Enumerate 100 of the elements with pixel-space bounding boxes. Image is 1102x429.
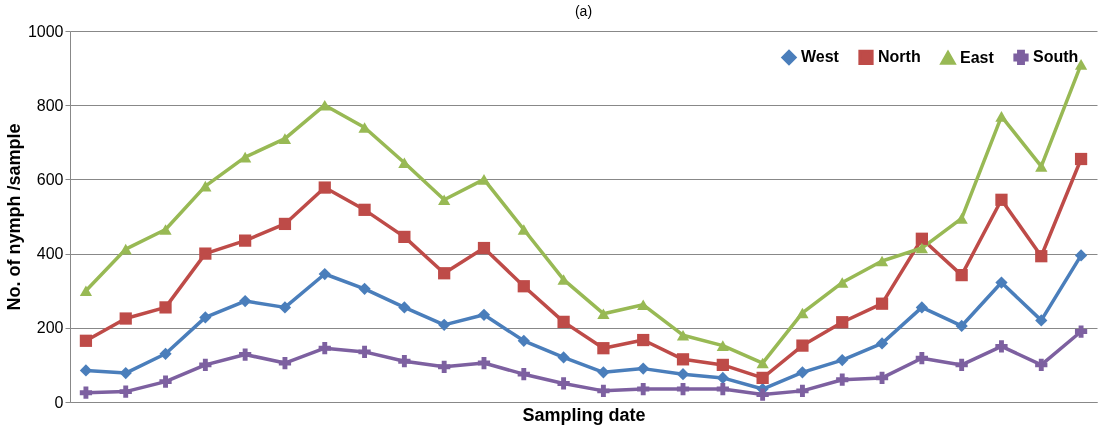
point xyxy=(1074,325,1088,338)
point xyxy=(438,318,451,331)
point xyxy=(915,352,928,365)
point xyxy=(159,375,172,388)
point xyxy=(557,377,570,390)
point xyxy=(875,337,889,350)
point xyxy=(438,360,451,373)
point xyxy=(199,311,212,324)
point xyxy=(597,342,610,355)
point xyxy=(79,334,93,347)
point xyxy=(358,282,371,295)
x-axis-title: Sampling date xyxy=(522,404,646,425)
point xyxy=(119,366,132,380)
point xyxy=(796,307,809,319)
point xyxy=(318,267,331,281)
point xyxy=(278,217,292,231)
point xyxy=(995,340,1008,353)
point xyxy=(119,243,132,255)
y-tick-label: 600 xyxy=(36,170,64,188)
point xyxy=(836,353,849,367)
point xyxy=(438,194,451,206)
legend-label: South xyxy=(1033,48,1079,66)
point xyxy=(398,355,411,368)
legend-label: West xyxy=(801,48,840,66)
point xyxy=(79,285,93,296)
point xyxy=(955,319,968,333)
point xyxy=(756,371,769,385)
y-tick-label: 0 xyxy=(54,393,64,411)
legend-label: East xyxy=(960,48,995,66)
point xyxy=(199,358,212,372)
point xyxy=(1035,161,1048,172)
legend-label: North xyxy=(878,48,921,66)
point xyxy=(637,333,650,347)
point xyxy=(716,358,729,372)
point xyxy=(676,368,690,381)
point xyxy=(477,308,491,321)
point xyxy=(398,230,411,244)
point xyxy=(438,267,451,280)
point xyxy=(517,224,530,235)
point xyxy=(1035,314,1048,327)
point xyxy=(239,234,252,247)
point xyxy=(517,280,530,293)
point xyxy=(597,366,610,379)
point xyxy=(995,276,1008,289)
point xyxy=(398,301,411,314)
y-tick-label: 200 xyxy=(36,319,64,337)
point xyxy=(875,255,889,267)
point xyxy=(597,384,610,397)
point xyxy=(796,366,809,379)
point xyxy=(1074,249,1088,262)
point xyxy=(557,315,570,328)
point xyxy=(756,388,769,401)
point xyxy=(796,339,809,352)
point xyxy=(915,242,928,254)
point xyxy=(159,301,172,314)
point xyxy=(955,358,968,372)
point xyxy=(637,362,650,375)
point xyxy=(915,301,928,314)
point xyxy=(557,351,570,364)
point xyxy=(875,297,889,310)
point xyxy=(716,371,729,385)
point xyxy=(239,348,252,361)
point xyxy=(995,111,1008,122)
point xyxy=(358,203,371,216)
point xyxy=(199,247,212,260)
point xyxy=(318,181,331,194)
point xyxy=(955,268,968,282)
y-tick-label: 1000 xyxy=(27,22,64,40)
point xyxy=(597,308,610,319)
point xyxy=(358,345,371,359)
point xyxy=(159,347,172,360)
y-axis-title: No. of nymph /sample xyxy=(3,123,24,311)
point xyxy=(836,316,849,329)
point xyxy=(1035,250,1048,263)
y-tick-label: 800 xyxy=(36,96,64,114)
point xyxy=(676,353,690,366)
point xyxy=(159,224,172,235)
point xyxy=(995,193,1008,206)
point xyxy=(318,342,331,355)
point xyxy=(119,385,132,398)
point xyxy=(477,241,491,255)
point xyxy=(756,357,769,369)
chart-title: (a) xyxy=(574,3,593,19)
point xyxy=(79,364,93,377)
point xyxy=(79,386,93,399)
point xyxy=(239,151,252,163)
point xyxy=(278,301,292,314)
point xyxy=(676,329,690,341)
point xyxy=(239,294,252,308)
point xyxy=(716,382,729,396)
point xyxy=(517,368,530,381)
point xyxy=(637,382,650,396)
point xyxy=(875,371,889,385)
point xyxy=(1074,152,1088,166)
point xyxy=(915,232,928,245)
point xyxy=(199,180,212,192)
point xyxy=(477,174,491,185)
point xyxy=(119,312,132,325)
y-tick-label: 400 xyxy=(36,245,64,263)
point xyxy=(836,373,849,386)
